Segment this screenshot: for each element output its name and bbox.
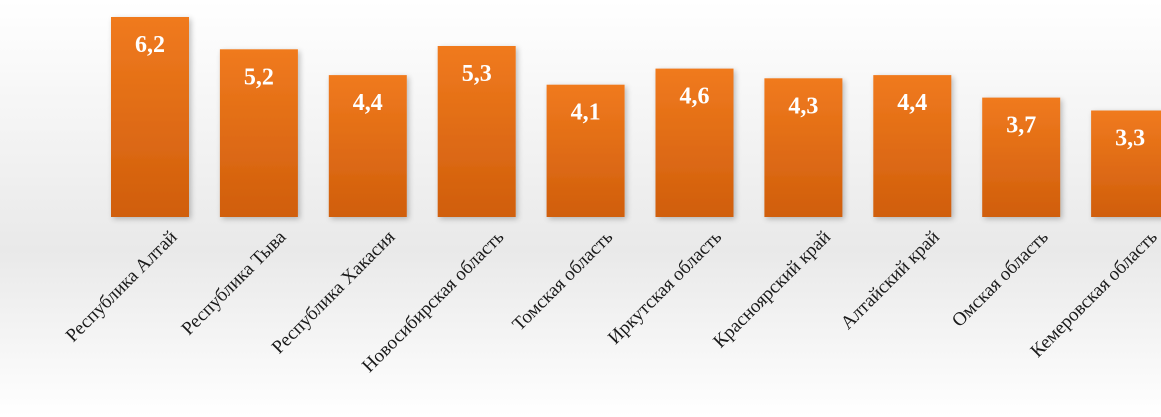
bars-group [111, 17, 1161, 217]
data-label-2: 5,2 [244, 64, 274, 90]
bar-3 [328, 75, 407, 217]
bar-6 [655, 68, 734, 217]
category-label-6: Иркутская область [604, 226, 726, 348]
data-label-4: 5,3 [462, 61, 492, 87]
data-label-10: 3,3 [1115, 126, 1145, 152]
category-label-8: Алтайский край [837, 227, 944, 334]
value-labels-group: 6,2 5,2 4,4 5,3 4,1 4,6 4,3 4,4 3,7 3,3 [135, 32, 1145, 152]
category-label-5: Томская область [508, 226, 617, 335]
data-label-1: 6,2 [135, 32, 165, 58]
bar-9 [982, 97, 1061, 217]
bar-10 [1091, 110, 1161, 217]
data-label-3: 4,4 [353, 90, 383, 116]
category-label-2: Республика Тыва [178, 226, 291, 339]
data-label-7: 4,3 [788, 93, 818, 119]
data-label-6: 4,6 [680, 84, 710, 110]
category-label-3: Республика Хакасия [268, 227, 400, 359]
bar-4 [437, 46, 516, 217]
category-label-9: Омская область [948, 226, 1053, 331]
category-label-1: Республика Алтай [62, 227, 182, 347]
data-label-8: 4,4 [897, 90, 927, 116]
category-label-7: Красноярский край [709, 227, 835, 353]
bar-1 [111, 17, 189, 217]
data-label-9: 3,7 [1006, 113, 1036, 139]
bar-7 [764, 78, 843, 217]
bar-5 [546, 84, 625, 217]
bar-8 [873, 75, 952, 217]
bar-2 [219, 49, 298, 217]
data-label-5: 4,1 [571, 100, 601, 126]
